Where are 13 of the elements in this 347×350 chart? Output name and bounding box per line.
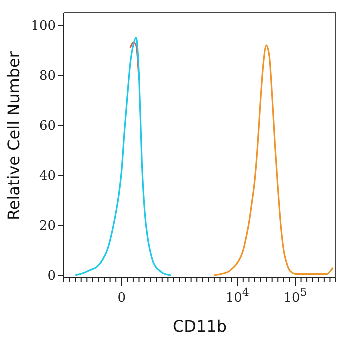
y-tick-label: 40 — [39, 169, 56, 184]
x-axis-title: CD11b — [172, 317, 228, 336]
line-series — [214, 44, 334, 276]
y-tick-label: 80 — [39, 69, 56, 84]
y-tick-label: 20 — [39, 219, 56, 234]
x-tick-label: 0 — [118, 291, 126, 306]
y-axis-title: Relative Cell Number — [4, 51, 24, 220]
line-series — [74, 37, 172, 276]
y-tick-label: 100 — [31, 19, 56, 34]
y-tick-label: 60 — [39, 119, 56, 134]
x-tick-label: 10$^{4}$ — [226, 286, 250, 306]
y-tick-label: 0 — [48, 269, 56, 284]
x-tick-label: 10$^{5}$ — [284, 286, 308, 306]
